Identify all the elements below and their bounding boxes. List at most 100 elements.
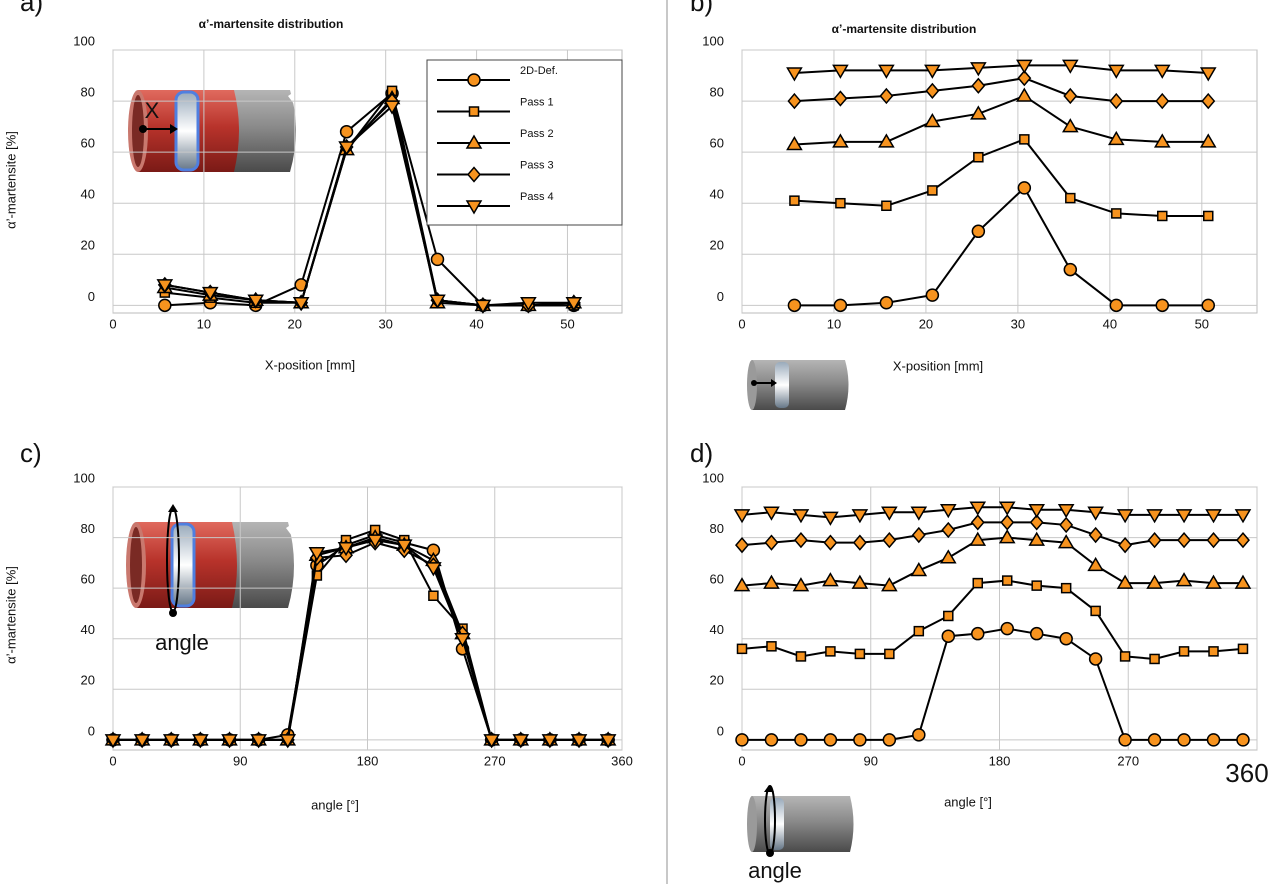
marker (454, 632, 471, 648)
y-axis-label: α’-martensite [%] (3, 566, 18, 664)
series-line (794, 77, 1209, 103)
y-tick-label: 0 (88, 289, 95, 304)
y-tick-label: 40 (81, 187, 95, 202)
marker (832, 133, 849, 148)
marker (337, 541, 355, 557)
marker (998, 501, 1016, 516)
marker (851, 509, 869, 524)
x-axis-label: X-position [mm] (265, 357, 355, 372)
marker (793, 531, 808, 549)
marker (733, 509, 751, 524)
marker (1057, 504, 1075, 519)
marker (1201, 92, 1216, 110)
panel-label: b) (690, 0, 713, 17)
marker (822, 572, 839, 587)
y-tick-label: 0 (717, 289, 724, 304)
marker (1000, 514, 1015, 531)
marker (1016, 59, 1033, 74)
marker (881, 506, 898, 521)
marker (1155, 298, 1170, 313)
marker (1234, 574, 1252, 589)
marker (1206, 733, 1221, 747)
marker (599, 734, 617, 749)
marker (1206, 531, 1221, 549)
marker (1029, 514, 1044, 531)
marker (247, 294, 265, 309)
marker (279, 734, 297, 749)
legend-label: Pass 2 (520, 128, 554, 140)
marker (1088, 652, 1103, 666)
annotation: X (145, 98, 160, 123)
series-line (164, 104, 574, 307)
marker (338, 141, 355, 156)
marker (764, 534, 779, 551)
x-tick-label: 180 (357, 753, 379, 768)
tube-illustration (747, 785, 854, 857)
x-tick-label: 270 (484, 753, 506, 768)
marker (1019, 134, 1030, 145)
marker (971, 224, 986, 239)
x-tick-label: 360 (611, 753, 633, 768)
marker (430, 252, 445, 267)
marker (910, 561, 928, 577)
x-tick-label: 0 (109, 316, 116, 331)
y-tick-label: 80 (710, 521, 724, 536)
marker (1236, 733, 1250, 747)
x-tick-label: 10 (197, 316, 211, 331)
marker (943, 610, 954, 622)
marker (429, 294, 446, 309)
marker (133, 734, 151, 749)
marker (158, 298, 172, 313)
series-line (742, 627, 1243, 741)
x-tick-label: 50 (560, 316, 574, 331)
marker (1029, 626, 1044, 641)
series-line (794, 186, 1209, 307)
marker (1109, 92, 1124, 110)
marker (924, 64, 941, 79)
marker (570, 734, 588, 749)
marker (156, 279, 174, 294)
marker (1059, 631, 1073, 646)
marker (221, 734, 238, 749)
marker (1001, 575, 1013, 586)
legend-label: Pass 1 (520, 96, 554, 108)
marker (1177, 531, 1192, 549)
marker (565, 297, 583, 312)
y-tick-label: 40 (81, 622, 95, 637)
y-tick-label: 20 (81, 238, 95, 253)
marker (1028, 504, 1046, 519)
y-tick-label: 20 (710, 673, 724, 688)
y-tick-label: 80 (710, 85, 724, 100)
marker (833, 298, 848, 313)
marker (792, 577, 810, 592)
x-tick-label: 180 (989, 753, 1011, 768)
y-axis-label: α’-martensite [%] (3, 131, 18, 229)
marker (1147, 733, 1162, 747)
marker (1155, 92, 1170, 110)
y-tick-label: 40 (710, 622, 724, 637)
marker (1175, 572, 1193, 587)
marker (1107, 64, 1125, 79)
marker (939, 549, 957, 564)
x-tick-label: 20 (919, 316, 933, 331)
marker (881, 200, 892, 212)
y-tick-label: 100 (702, 33, 724, 48)
marker (970, 514, 985, 531)
series-line (741, 521, 1243, 547)
y-tick-label: 60 (710, 572, 724, 587)
marker (1199, 133, 1217, 148)
marker (1062, 59, 1079, 74)
marker (1017, 181, 1032, 195)
x-tick-label: 30 (378, 316, 392, 331)
y-tick-label: 100 (73, 33, 95, 48)
series-line (794, 94, 1209, 146)
marker (1157, 210, 1168, 222)
marker (1175, 509, 1193, 524)
marker (786, 67, 803, 82)
marker (1203, 210, 1214, 222)
marker (736, 643, 748, 655)
tube-illustration (126, 504, 296, 617)
marker (1234, 509, 1252, 524)
marker (971, 77, 986, 94)
marker (1088, 526, 1103, 544)
